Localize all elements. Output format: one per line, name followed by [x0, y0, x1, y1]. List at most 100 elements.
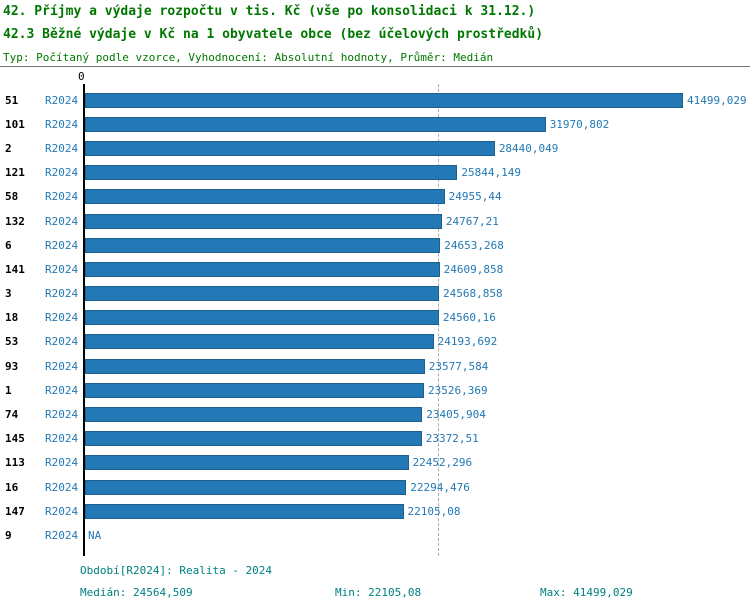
bar-value: 22294,476 [410, 480, 470, 494]
bar-row: 93 R2024 23577,584 [0, 354, 750, 378]
row-rank: 2 [5, 141, 12, 155]
bar-value: 22452,296 [412, 456, 473, 470]
plot-area: 51 R2024 41499,029 101 R2024 31970,802 2 R2024 2… [0, 84, 750, 558]
bar-value: 25844,149 [461, 166, 522, 180]
row-rank: 101 [5, 117, 25, 131]
bar [85, 310, 439, 326]
row-rank: 6 [5, 238, 12, 252]
row-rank: 145 [5, 432, 25, 446]
row-rank: 51 [5, 93, 19, 107]
axis-zero-label: 0 [78, 70, 85, 83]
bar-track: 22294,476 [85, 479, 750, 495]
bar [85, 431, 422, 447]
row-rank: 113 [5, 456, 25, 470]
bar [85, 92, 683, 108]
row-period: R2024 [45, 359, 79, 373]
bar-row: 1 R2024 23526,369 [0, 378, 750, 402]
bar [85, 407, 423, 423]
bar-value: 24653,268 [444, 238, 504, 252]
bar-track: 23372,51 [85, 431, 750, 447]
bar-row: 101 R2024 31970,802 [0, 112, 750, 136]
row-rank: 1 [5, 383, 12, 397]
bar-track: NA [85, 529, 750, 542]
bar [85, 286, 440, 302]
bar-track: 24653,268 [85, 237, 750, 253]
row-period: R2024 [45, 238, 79, 252]
bar [85, 479, 407, 495]
row-rank: 121 [5, 166, 25, 180]
row-period: R2024 [45, 528, 79, 542]
bar [85, 213, 442, 229]
row-period: R2024 [45, 504, 79, 518]
bar-row: 16 R2024 22294,476 [0, 475, 750, 499]
row-rank: 3 [5, 287, 12, 301]
bar-rows: 51 R2024 41499,029 101 R2024 31970,802 2 R2024 2… [0, 88, 750, 548]
chart-subtitle: 42.3 Běžné výdaje v Kč na 1 obyvatele ob… [3, 27, 544, 42]
bar-row: 147 R2024 22105,08 [0, 499, 750, 523]
bar-track: 23577,584 [85, 358, 750, 374]
bar [85, 358, 425, 374]
bar-track: 25844,149 [85, 165, 750, 181]
bar-row: 113 R2024 22452,296 [0, 451, 750, 475]
row-rank: 147 [5, 504, 25, 518]
bar-value: 23526,369 [428, 383, 488, 397]
bar-value-na: NA [88, 528, 102, 542]
bar [85, 237, 441, 253]
row-period: R2024 [45, 141, 79, 155]
row-period: R2024 [45, 383, 79, 397]
bar-value: 41499,029 [687, 93, 747, 107]
bar-track: 24560,16 [85, 310, 750, 326]
row-period: R2024 [45, 190, 79, 204]
row-rank: 132 [5, 214, 25, 228]
row-rank: 9 [5, 528, 12, 542]
row-rank: 58 [5, 190, 19, 204]
bar-value: 24568,858 [443, 287, 503, 301]
bar-value: 24609,858 [443, 262, 504, 276]
bar-row: 53 R2024 24193,692 [0, 330, 750, 354]
row-rank: 16 [5, 480, 19, 494]
bar-track: 28440,049 [85, 140, 750, 156]
bar-value: 24955,44 [448, 190, 502, 204]
bar-value: 23405,904 [426, 408, 486, 422]
row-period: R2024 [45, 480, 79, 494]
row-period: R2024 [45, 287, 79, 301]
bar-track: 22452,296 [85, 455, 750, 471]
row-period: R2024 [45, 262, 79, 276]
row-period: R2024 [45, 166, 79, 180]
footer-min: Min: 22105,08 [335, 586, 422, 599]
bar-value: 23372,51 [425, 432, 479, 446]
row-rank: 18 [5, 311, 19, 325]
bar-row: 3 R2024 24568,858 [0, 282, 750, 306]
row-period: R2024 [45, 117, 79, 131]
bar-row: 141 R2024 24609,858 [0, 257, 750, 281]
bar-track: 23405,904 [85, 407, 750, 423]
row-period: R2024 [45, 93, 79, 107]
bar-value: 24560,16 [442, 311, 496, 325]
row-period: R2024 [45, 432, 79, 446]
bar-value: 22105,08 [407, 504, 461, 518]
bar-row: 121 R2024 25844,149 [0, 161, 750, 185]
header-separator [0, 66, 750, 67]
bar-row: 74 R2024 23405,904 [0, 402, 750, 426]
bar-track: 24955,44 [85, 189, 750, 205]
row-rank: 53 [5, 335, 19, 349]
bar-value: 31970,802 [549, 117, 610, 131]
bar-row: 145 R2024 23372,51 [0, 427, 750, 451]
bar-track: 24568,858 [85, 286, 750, 302]
bar-track: 24767,21 [85, 213, 750, 229]
row-rank: 93 [5, 359, 19, 373]
bar-row: 58 R2024 24955,44 [0, 185, 750, 209]
footer-period: Období[R2024]: Realita - 2024 [80, 564, 273, 577]
bar-row: 2 R2024 28440,049 [0, 136, 750, 160]
bar-value: 24193,692 [437, 335, 498, 349]
bar-track: 24609,858 [85, 261, 750, 277]
row-period: R2024 [45, 456, 79, 470]
bar [85, 334, 434, 350]
row-rank: 141 [5, 262, 25, 276]
y-axis-line [83, 84, 85, 556]
bar [85, 382, 424, 398]
bar [85, 455, 409, 471]
row-rank: 74 [5, 408, 19, 422]
row-period: R2024 [45, 214, 79, 228]
